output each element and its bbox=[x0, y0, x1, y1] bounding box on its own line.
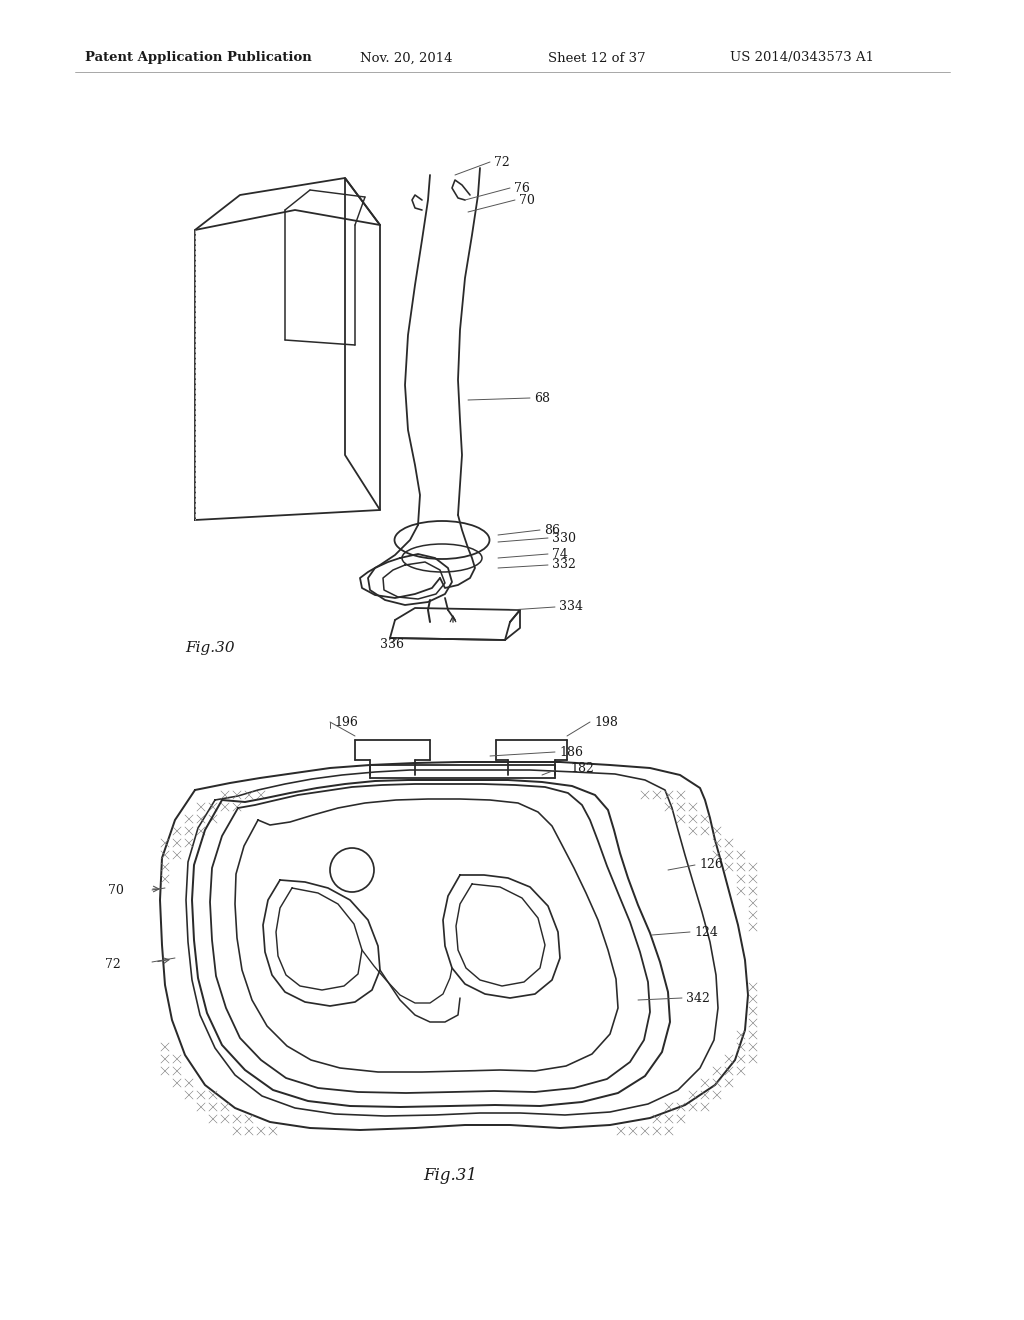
Text: Fig.30: Fig.30 bbox=[185, 642, 234, 655]
Text: 68: 68 bbox=[534, 392, 550, 404]
Text: Nov. 20, 2014: Nov. 20, 2014 bbox=[360, 51, 453, 65]
Text: 72: 72 bbox=[105, 958, 121, 972]
Text: 126: 126 bbox=[699, 858, 723, 871]
Text: US 2014/0343573 A1: US 2014/0343573 A1 bbox=[730, 51, 874, 65]
Text: 336: 336 bbox=[380, 639, 404, 652]
Text: 332: 332 bbox=[552, 558, 575, 572]
Text: 182: 182 bbox=[570, 762, 594, 775]
Text: Fig.31: Fig.31 bbox=[423, 1167, 477, 1184]
Text: 196: 196 bbox=[334, 715, 357, 729]
Text: 124: 124 bbox=[694, 925, 718, 939]
Text: 198: 198 bbox=[594, 715, 617, 729]
Text: Patent Application Publication: Patent Application Publication bbox=[85, 51, 311, 65]
Text: 70: 70 bbox=[519, 194, 535, 206]
Text: 86: 86 bbox=[544, 524, 560, 536]
Text: 186: 186 bbox=[559, 746, 583, 759]
Text: 74: 74 bbox=[552, 548, 568, 561]
Text: 70: 70 bbox=[108, 883, 124, 896]
Text: Sheet 12 of 37: Sheet 12 of 37 bbox=[548, 51, 645, 65]
Text: 334: 334 bbox=[559, 601, 583, 614]
Text: 342: 342 bbox=[686, 991, 710, 1005]
Text: 330: 330 bbox=[552, 532, 575, 544]
Text: 72: 72 bbox=[494, 156, 510, 169]
Text: 76: 76 bbox=[514, 181, 529, 194]
